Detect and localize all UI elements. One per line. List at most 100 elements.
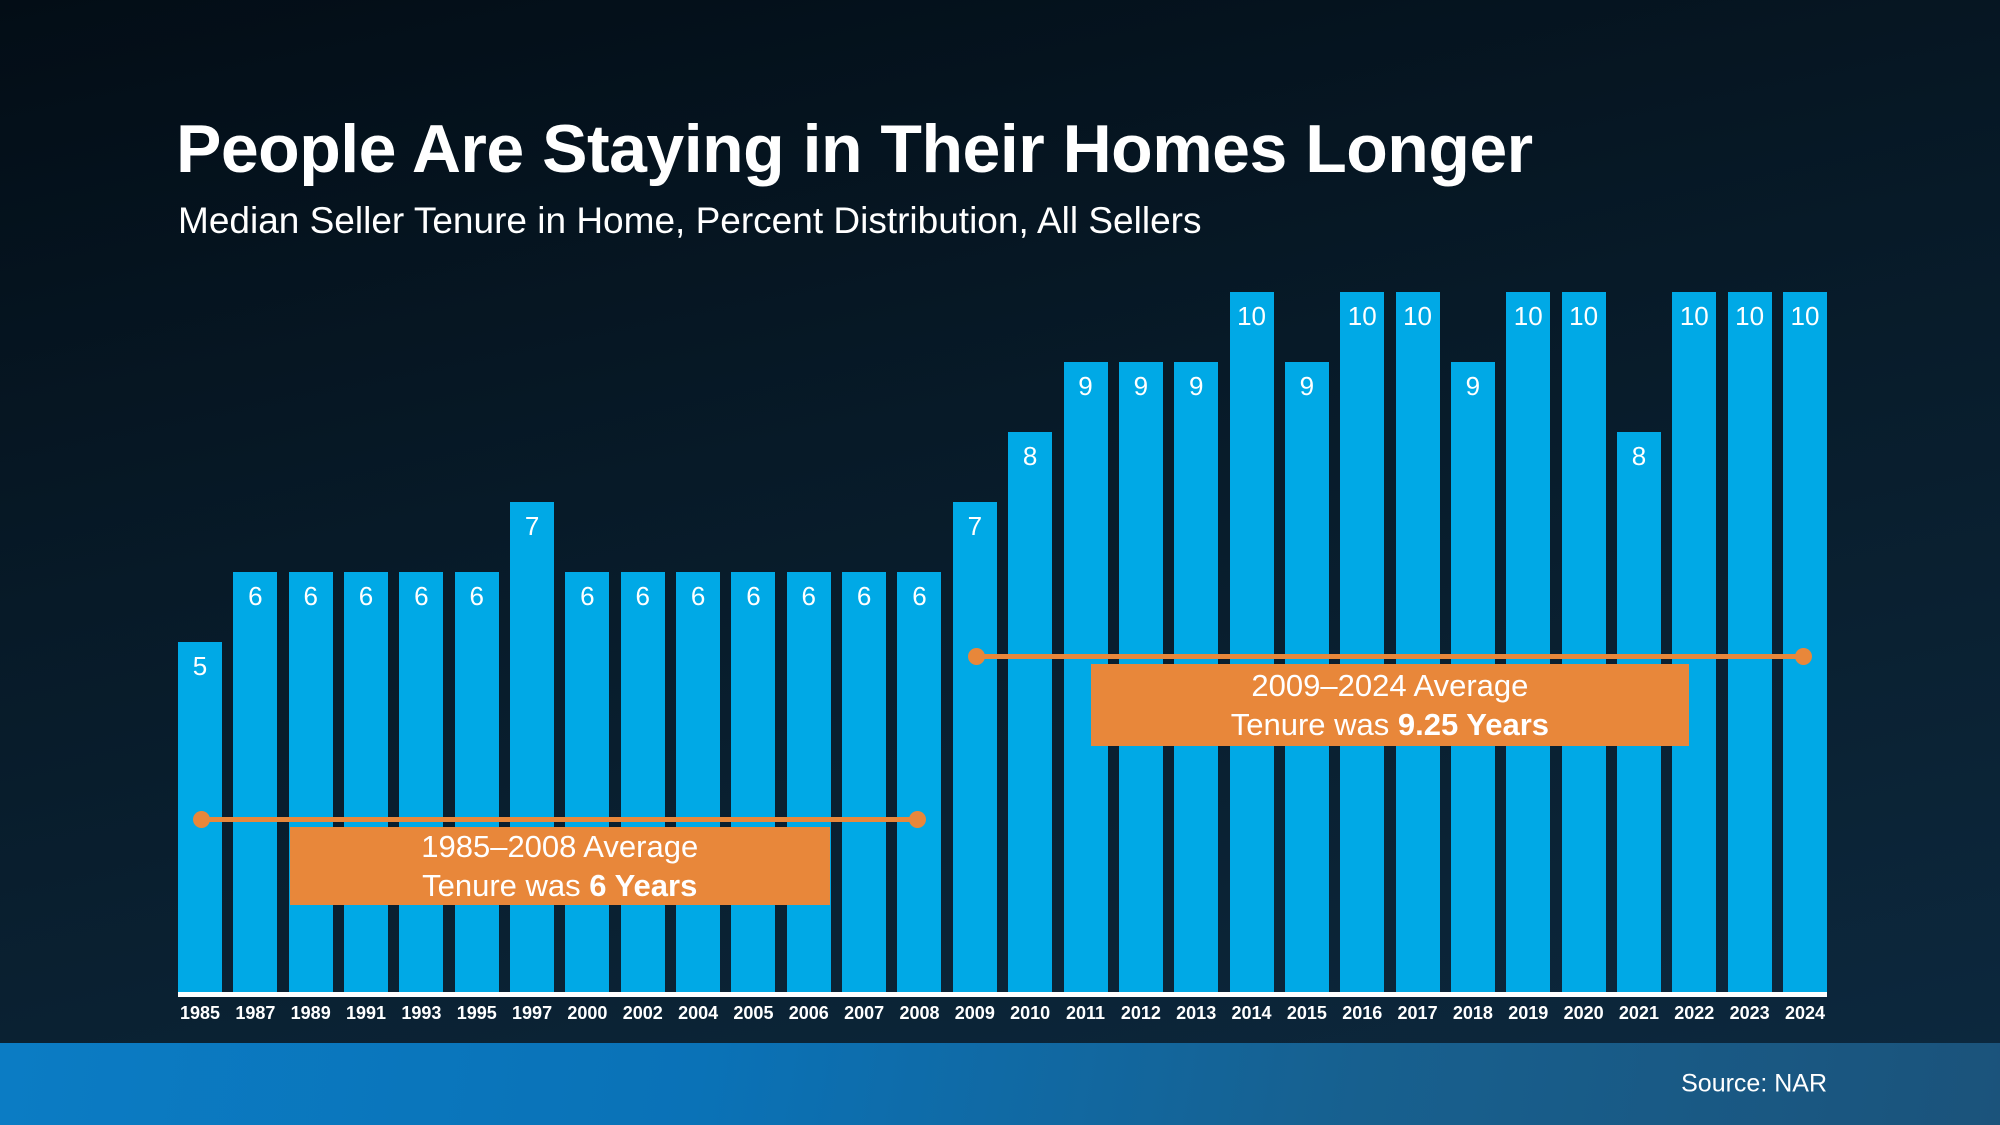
bar-1991: 6 [344,572,389,992]
bar-value-label: 9 [1133,371,1149,401]
x-axis-label-1985: 1985 [179,1003,221,1023]
bar-value-label: 6 [912,581,927,611]
bar-value-label: 9 [1465,371,1481,401]
x-axis-label-1987: 1987 [235,1003,276,1023]
bar-value-label: 6 [414,581,429,611]
x-axis-label-2002: 2002 [622,1003,663,1023]
bar-2023: 10 [1727,292,1772,992]
avg-callout-body: Tenure was 6 Years [422,866,697,905]
bar-1995: 6 [454,572,499,992]
bar-2006: 6 [786,572,831,992]
bar-value-label: 6 [358,581,374,611]
x-axis-label-2012: 2012 [1120,1003,1161,1023]
x-axis-label-1993: 1993 [401,1003,442,1023]
bar-2002: 6 [620,572,665,992]
bar-2007: 6 [842,572,887,992]
bar-value-label: 6 [856,581,872,611]
x-axis-label-2016: 2016 [1342,1003,1383,1023]
bar-value-label: 10 [1403,301,1433,331]
x-axis-label-2011: 2011 [1065,1003,1106,1023]
bar-value-label: 6 [303,581,318,611]
line-endpoint-dot [1794,648,1812,665]
bar-value-label: 10 [1569,301,1599,331]
line-endpoint-dot [909,811,927,828]
x-axis-label-2004: 2004 [678,1003,719,1023]
bar-2019: 10 [1506,292,1551,992]
bar-value-label: 8 [1631,441,1647,471]
source-label: Source: NAR [1681,1069,1827,1098]
line-endpoint-dot [193,811,210,828]
bar-value-label: 10 [1347,301,1377,331]
x-axis-label-1997: 1997 [512,1003,553,1023]
x-axis-label-2015: 2015 [1286,1003,1327,1023]
bar-value-label: 6 [248,581,263,611]
avg-callout-body-value: 6 Years [589,868,698,903]
avg-callout-1985-2008: 1985–2008 Average Tenure was 6 Years [289,827,830,905]
bar-value-label: 6 [580,581,595,611]
x-axis-label-1989: 1989 [290,1003,331,1023]
x-axis-label-1991: 1991 [346,1003,387,1023]
bar-2008: 6 [897,572,942,992]
x-axis-line [178,992,1827,997]
x-axis-label-1995: 1995 [456,1003,497,1023]
bar-value-label: 10 [1237,301,1266,331]
bar-2017: 10 [1395,292,1440,992]
bar-value-label: 8 [1022,441,1038,471]
x-axis-label-2019: 2019 [1508,1003,1549,1023]
x-axis-label-2009: 2009 [954,1003,995,1023]
bar-2009: 7 [952,502,997,992]
x-axis-label-2022: 2022 [1674,1003,1715,1023]
bar-2005: 6 [731,572,776,992]
bar-value-label: 9 [1078,371,1093,401]
bar-1987: 6 [233,572,278,992]
avg-line-2009-2024 [967,648,1812,665]
x-axis-label-2006: 2006 [788,1003,829,1023]
bar-value-label: 7 [524,511,540,541]
avg-callout-body-prefix: Tenure was [1230,707,1398,742]
bar-value-label: 6 [690,581,706,611]
bar-value-label: 10 [1790,301,1820,331]
avg-line-1985-2008 [193,811,927,828]
x-axis-label-2024: 2024 [1784,1003,1825,1023]
bar-2000: 6 [565,572,610,992]
bar-2014: 10 [1229,292,1274,992]
x-axis-label-2010: 2010 [1010,1003,1051,1023]
x-axis-label-2008: 2008 [899,1003,940,1023]
x-axis-label-2020: 2020 [1563,1003,1604,1023]
x-axis-labels: 1985 1987 1989 1991 1993 1995 1997 2000 2002 2004… [178,1003,1827,1024]
bar-value-label: 5 [192,651,208,681]
bar-value-label: 6 [746,581,761,611]
bar-2010: 8 [1008,432,1053,992]
avg-callout-title: 2009–2024 Average [1251,668,1529,703]
bar-value-label: 10 [1679,301,1709,331]
bar-2022: 10 [1672,292,1717,992]
avg-callout-title: 1985–2008 Average [421,829,699,864]
x-axis-label-2000: 2000 [567,1003,608,1023]
bar-2024: 10 [1782,292,1827,992]
x-axis-label-2023: 2023 [1729,1003,1770,1023]
bar-value-label: 7 [967,511,983,541]
x-axis-label-2017: 2017 [1397,1003,1438,1023]
bar-1993: 6 [399,572,444,992]
page-subtitle: Median Seller Tenure in Home, Percent Di… [178,200,1202,241]
x-axis-label-2005: 2005 [733,1003,774,1023]
avg-callout-body-value: 9.25 Years [1397,707,1550,742]
bar-value-label: 10 [1513,301,1543,331]
line-endpoint-dot [967,648,985,665]
bar-2004: 6 [676,572,721,992]
footer-band: Source: NAR [0,1043,2000,1125]
bar-2016: 10 [1340,292,1385,992]
avg-callout-body: Tenure was 9.25 Years [1231,705,1549,744]
bar-value-label: 6 [635,581,650,611]
avg-callout-body-prefix: Tenure was [422,868,590,903]
bar-value-label: 9 [1188,371,1204,401]
bar-2020: 10 [1561,292,1606,992]
x-axis-label-2021: 2021 [1618,1003,1659,1023]
x-axis-label-2007: 2007 [844,1003,885,1023]
bar-value-label: 6 [469,581,484,611]
bar-1997: 7 [510,502,555,992]
bar-value-label: 10 [1735,301,1765,331]
x-axis-label-2013: 2013 [1176,1003,1217,1023]
avg-callout-2009-2024: 2009–2024 Average Tenure was 9.25 Years [1090,664,1689,746]
